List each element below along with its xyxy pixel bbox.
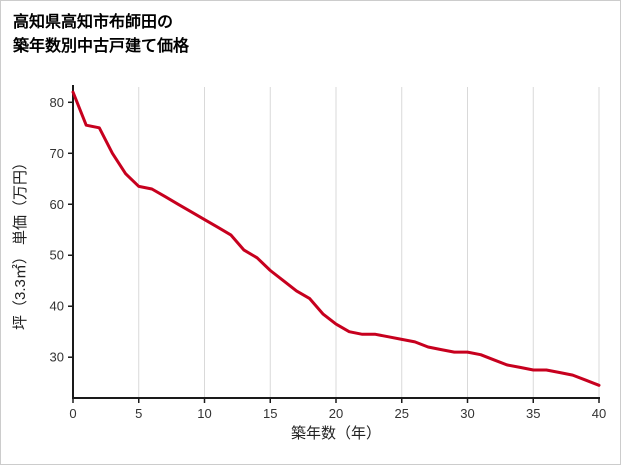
x-tick-label-40: 40 (592, 406, 606, 421)
y-tick-label-70: 70 (50, 146, 64, 161)
y-tick-label-30: 30 (50, 350, 64, 365)
y-tick-label-50: 50 (50, 248, 64, 263)
x-tick-label-10: 10 (197, 406, 211, 421)
x-tick-label-5: 5 (135, 406, 142, 421)
y-tick-label-40: 40 (50, 299, 64, 314)
x-tick-label-0: 0 (69, 406, 76, 421)
x-tick-label-20: 20 (329, 406, 343, 421)
y-axis-label: 坪（3.3㎡） 単価（万円） (12, 155, 29, 330)
x-tick-label-35: 35 (526, 406, 540, 421)
y-tick-label-60: 60 (50, 197, 64, 212)
x-tick-label-15: 15 (263, 406, 277, 421)
chart-title-line2: 築年数別中古戸建て価格 (13, 38, 190, 55)
x-axis-label: 築年数（年） (291, 424, 381, 442)
chart-title: 高知県高知市布師田の 築年数別中古戸建て価格 (13, 11, 189, 59)
price-line (71, 90, 601, 387)
x-tick-label-25: 25 (395, 406, 409, 421)
chart-title-line1: 高知県高知市布師田の (13, 14, 174, 31)
x-tick-label-30: 30 (460, 406, 474, 421)
y-tick-label-80: 80 (50, 95, 64, 110)
